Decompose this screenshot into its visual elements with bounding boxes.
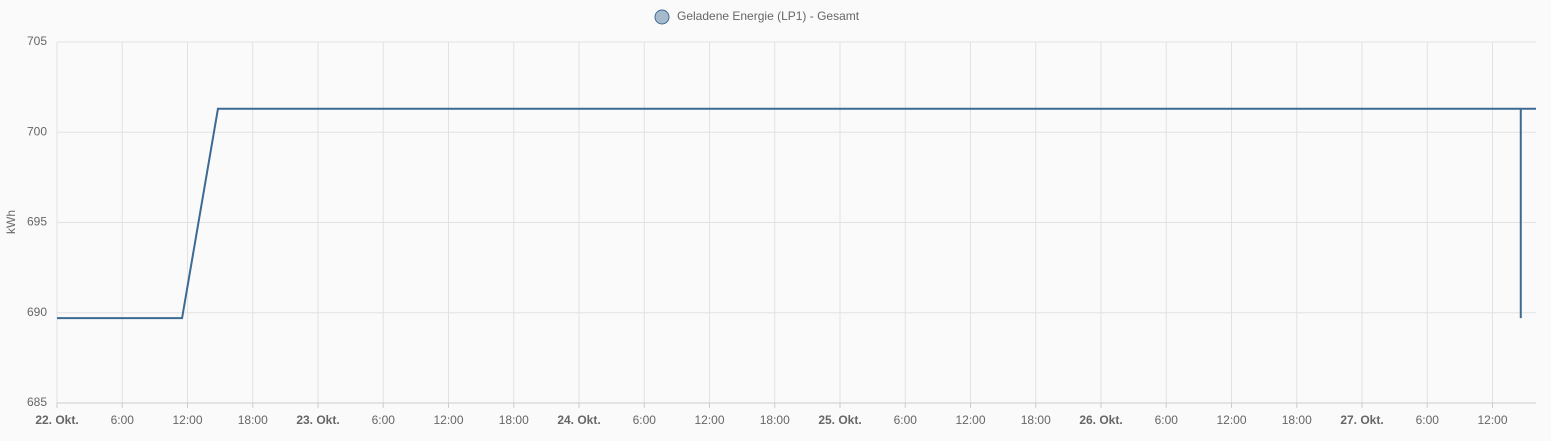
x-tick-label: 12:00 [1216,413,1246,427]
x-tick-label: 12:00 [433,413,463,427]
x-tick-label: 12:00 [172,413,202,427]
legend-label: Geladene Energie (LP1) - Gesamt [677,9,860,23]
x-tick-label: 6:00 [1416,413,1440,427]
y-tick-label: 705 [27,34,47,48]
y-tick-label: 700 [27,124,47,138]
legend-marker [654,9,670,25]
x-tick-label: 6:00 [111,413,135,427]
x-tick-label: 6:00 [894,413,918,427]
x-tick-label: 6:00 [372,413,396,427]
x-tick-label: 12:00 [1477,413,1507,427]
y-tick-label: 695 [27,215,47,229]
x-tick-label: 6:00 [1155,413,1179,427]
x-tick-label: 18:00 [1282,413,1312,427]
x-tick-label: 27. Okt. [1340,413,1383,427]
x-tick-label: 24. Okt. [557,413,600,427]
x-tick-label: 18:00 [760,413,790,427]
x-tick-label: 6:00 [633,413,657,427]
y-axis-label: kWh [4,210,18,234]
y-tick-label: 690 [27,305,47,319]
x-tick-label: 26. Okt. [1079,413,1122,427]
line [57,107,1536,320]
x-tick-label: 25. Okt. [818,413,861,427]
x-tick-label: 12:00 [955,413,985,427]
x-tick-label: 18:00 [1021,413,1051,427]
x-tick-label: 23. Okt. [296,413,339,427]
x-tick-label: 18:00 [238,413,268,427]
y-tick-label: 685 [27,395,47,409]
x-tick-label: 12:00 [694,413,724,427]
x-tick-label: 18:00 [499,413,529,427]
x-tick-label: 22. Okt. [35,413,78,427]
